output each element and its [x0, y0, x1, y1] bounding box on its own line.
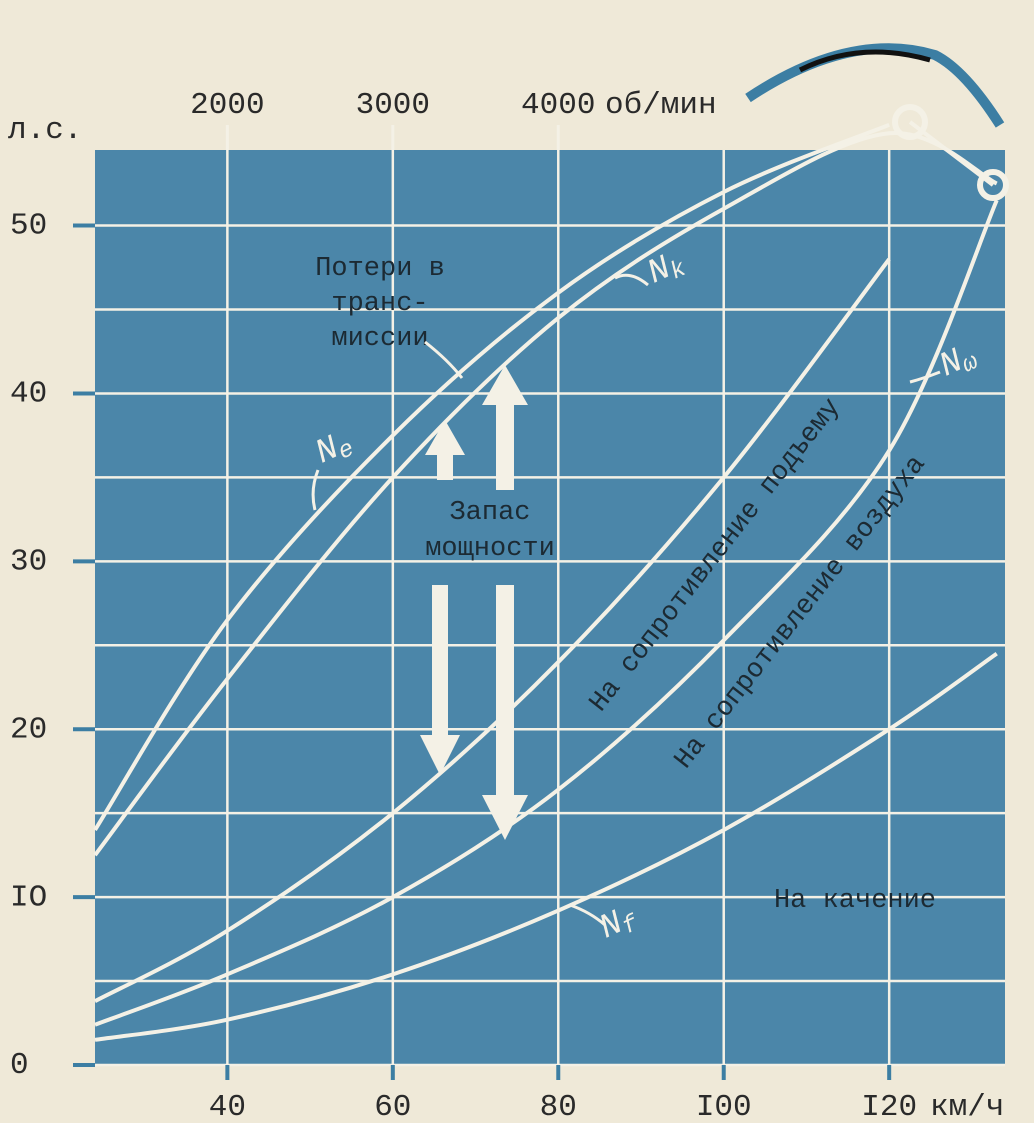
curve — [94, 199, 999, 1027]
leader — [569, 903, 606, 927]
y-tick-label: 40 — [10, 377, 47, 412]
arrow-up — [482, 365, 528, 490]
annotation: Потери в — [315, 254, 445, 284]
curve — [93, 131, 998, 857]
x2-axis-label: об/мин — [605, 88, 717, 123]
x-tick-label: I20 — [861, 1090, 917, 1123]
leader — [311, 469, 320, 511]
x-axis-label: км/ч — [930, 1090, 1004, 1123]
curve — [93, 122, 890, 832]
y-tick-label: 50 — [10, 209, 47, 244]
y-tick-label: 30 — [10, 545, 47, 580]
annotation: миссии — [331, 324, 428, 354]
x2-tick-label: 2000 — [190, 88, 264, 123]
y-tick-label: IO — [10, 880, 47, 915]
arrow-down — [420, 585, 460, 775]
node-circle — [892, 104, 928, 140]
x-tick-label: 80 — [540, 1090, 577, 1123]
x-tick-label: I00 — [696, 1090, 752, 1123]
arrow-up — [425, 420, 465, 480]
ring-arc — [745, 43, 1005, 128]
x2-tick-label: 4000 — [521, 88, 595, 123]
annotation: мощности — [425, 534, 555, 564]
plot-layer — [73, 122, 1005, 1080]
y-axis-label: л.с. — [8, 113, 82, 148]
leader — [424, 340, 464, 379]
leader — [614, 273, 649, 287]
node-circle — [977, 169, 1009, 201]
x-tick-label: 60 — [374, 1090, 411, 1123]
y-tick-label: 0 — [10, 1048, 29, 1083]
annotation: На качение — [774, 886, 936, 916]
x2-tick-label: 3000 — [356, 88, 430, 123]
annotation: транс- — [331, 289, 428, 319]
ring-arc-dark — [798, 49, 931, 73]
curve — [94, 652, 998, 1042]
arrow-down — [482, 585, 528, 840]
y-tick-label: 20 — [10, 712, 47, 747]
annotation: Запас — [449, 498, 530, 528]
x-tick-label: 40 — [209, 1090, 246, 1123]
leader — [909, 370, 941, 384]
decorations — [311, 43, 1009, 927]
